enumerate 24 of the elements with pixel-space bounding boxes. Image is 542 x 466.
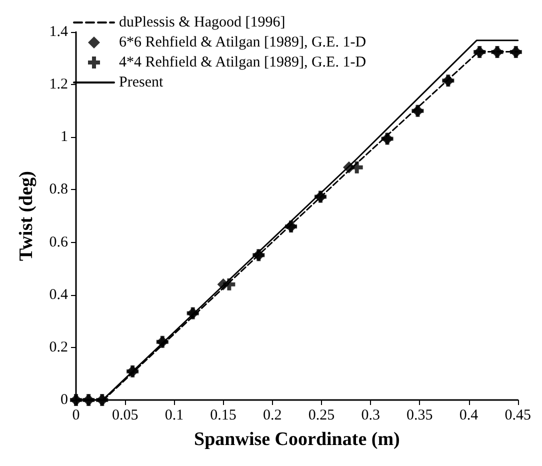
y-tick-label: 0.8 bbox=[49, 182, 68, 198]
x-tick-label: 0.4 bbox=[459, 408, 479, 424]
legend-label: duPlessis & Hagood [1996] bbox=[119, 14, 286, 30]
x-tick-label: 0.15 bbox=[210, 408, 236, 424]
legend-label: 4*4 Rehfield & Atilgan [1989], G.E. 1-D bbox=[119, 54, 366, 70]
y-tick-label: 1.2 bbox=[49, 76, 68, 93]
legend-label: 6*6 Rehfield & Atilgan [1989], G.E. 1-D bbox=[119, 34, 366, 50]
x-axis-title: Spanwise Coordinate (m) bbox=[194, 429, 400, 450]
y-tick-label: 0.4 bbox=[49, 286, 68, 303]
x-tick-label: 0.05 bbox=[112, 408, 138, 424]
x-tick-label: 0.1 bbox=[164, 408, 184, 424]
x-tick-label: 0 bbox=[72, 408, 80, 424]
y-tick-label: 0.2 bbox=[49, 339, 68, 356]
x-tick-label: 0.3 bbox=[361, 408, 380, 424]
x-tick-label: 0.35 bbox=[406, 408, 433, 424]
legend-label: Present bbox=[119, 74, 164, 90]
y-tick-label: 0.6 bbox=[49, 234, 68, 250]
y-tick-label: 1.4 bbox=[49, 24, 68, 40]
y-tick-label: 1 bbox=[60, 129, 68, 146]
y-tick-label: 0 bbox=[60, 392, 68, 408]
x-tick-label: 0.25 bbox=[308, 408, 335, 424]
x-tick-label: 0.2 bbox=[263, 408, 282, 424]
x-tick-label: 0.45 bbox=[504, 408, 531, 424]
y-axis-title: Twist (deg) bbox=[16, 171, 37, 261]
